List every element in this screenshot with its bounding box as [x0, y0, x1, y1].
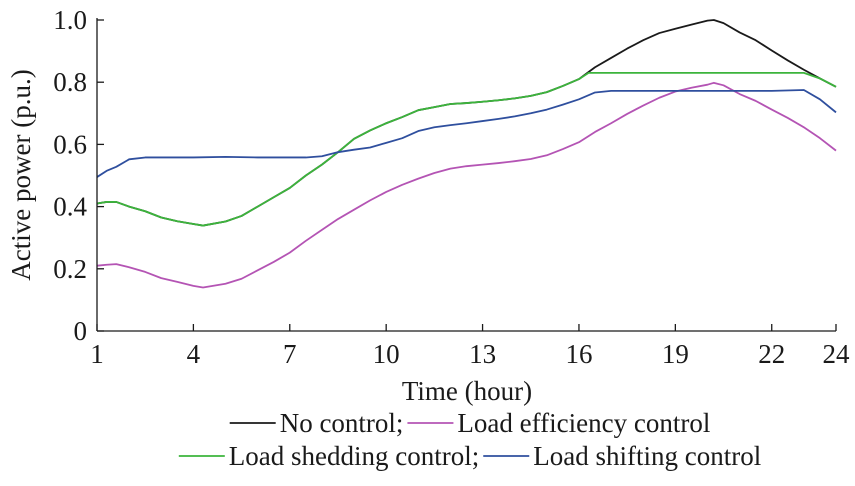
x-tick-label: 22 [758, 339, 785, 369]
x-tick-label: 1 [90, 339, 104, 369]
x-tick-label: 10 [373, 339, 400, 369]
y-tick-label: 0.2 [53, 254, 87, 284]
legend-row: Load shedding control; Load shifting cont… [178, 441, 761, 471]
axes [96, 18, 836, 332]
y-tick-label: 0.8 [53, 67, 87, 97]
series-line-load-shifting-control [96, 89, 837, 178]
legend-row: No control; Load efficiency control [229, 408, 710, 438]
y-axis-title: Active power (p.u.) [6, 69, 36, 280]
x-tick-label: 13 [469, 339, 496, 369]
legend-label: Load shifting control [533, 441, 761, 471]
y-tick-label: 0.4 [53, 192, 87, 222]
x-tick-label: 7 [283, 339, 297, 369]
plot-area [96, 19, 837, 289]
x-ticks: 1 4 7 10 13 16 19 22 24 [90, 324, 850, 369]
series-line-load-efficiency-control [96, 81, 837, 289]
y-ticks: 0 0.2 0.4 0.6 0.8 1.0 [53, 5, 104, 346]
x-axis-title: Time (hour) [402, 376, 532, 406]
legend-item-load-shedding-control: Load shedding control; [178, 441, 479, 471]
x-tick-label: 24 [823, 339, 851, 369]
legend-label: Load shedding control; [229, 441, 479, 471]
x-tick-label: 19 [662, 339, 689, 369]
x-tick-label: 16 [565, 339, 592, 369]
y-tick-label: 1.0 [53, 5, 87, 35]
legend-label: Load efficiency control [457, 408, 710, 438]
legend-item-load-efficiency-control: Load efficiency control [407, 408, 710, 438]
legend-item-load-shifting-control: Load shifting control [483, 441, 761, 471]
x-tick-label: 4 [187, 339, 201, 369]
legend-label: No control; [280, 408, 404, 438]
legend-item-no-control: No control; [229, 408, 404, 438]
series-line-load-shedding-control [96, 71, 837, 227]
y-tick-label: 0.6 [53, 129, 87, 159]
y-tick-label: 0 [74, 316, 88, 346]
